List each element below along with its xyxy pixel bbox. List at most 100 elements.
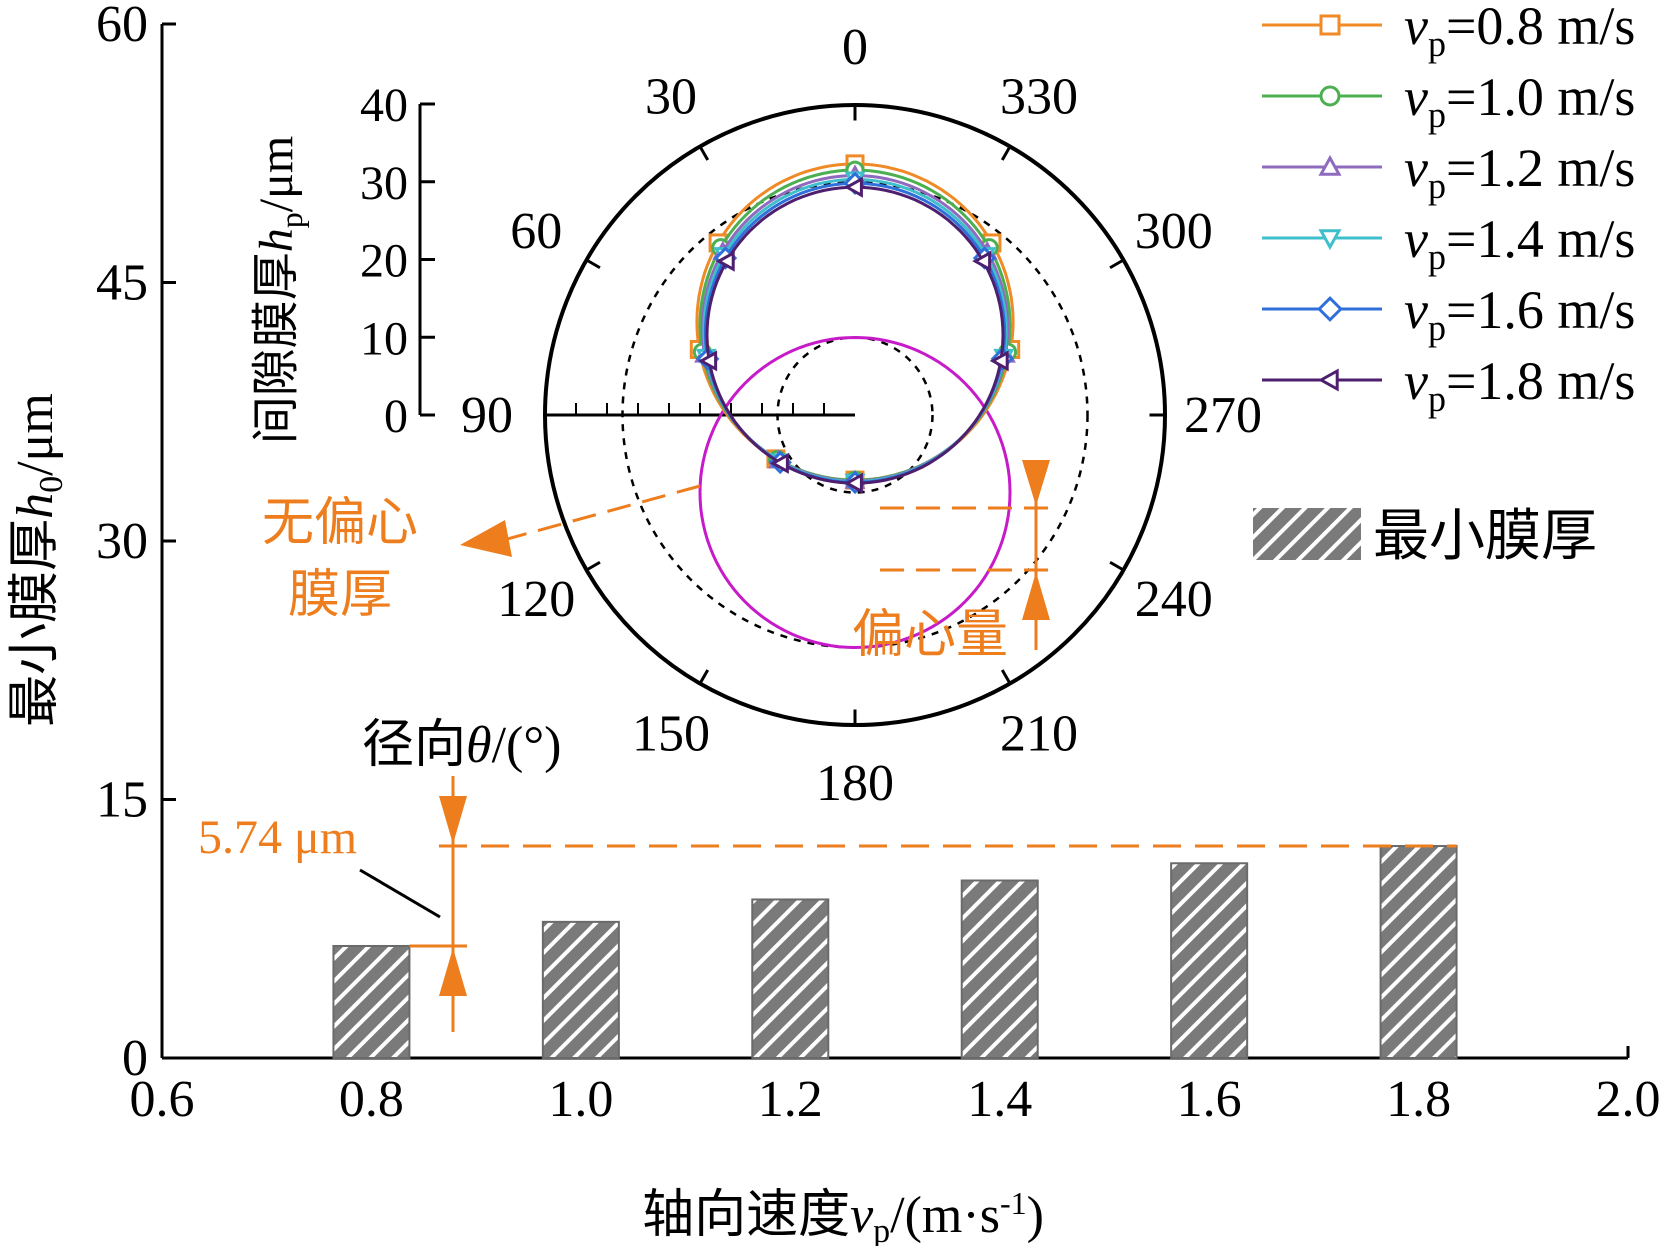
diff-arrow-bottom-head — [439, 947, 467, 996]
legend-label: vp=1.6 m/s — [1404, 280, 1635, 348]
bar-legend-swatch — [1253, 508, 1361, 560]
polar-theta-tick — [698, 145, 710, 161]
polar-theta-label: 330 — [1000, 68, 1078, 125]
series-marker — [715, 250, 735, 272]
bar-difference-annotation — [359, 776, 1457, 1032]
series-line — [700, 173, 1010, 483]
y-tick-label: 45 — [96, 255, 148, 312]
no-eccentric-leader — [499, 484, 701, 543]
polar-theta-label: 210 — [1000, 706, 1078, 763]
series-marker — [769, 452, 789, 474]
legend-label-value: =1.8 m/s — [1446, 351, 1635, 411]
polar-theta-label: 60 — [510, 203, 562, 260]
annotation-eccentricity: 偏心量 — [852, 607, 1008, 664]
legend-label: vp=0.8 m/s — [1404, 0, 1635, 64]
y-tick-label: 30 — [96, 513, 148, 570]
polar-r-scale-label: 10 — [360, 312, 408, 365]
x-tick-label: 2.0 — [1596, 1071, 1661, 1128]
polar-r-axis-label: 间隙膜厚hp/μm — [250, 136, 309, 444]
legend-label: vp=1.2 m/s — [1404, 138, 1635, 206]
series-marker — [843, 472, 863, 494]
no-eccentric-circle — [698, 335, 1012, 650]
bar — [960, 879, 1039, 1059]
polar-theta-label: 0 — [842, 19, 868, 76]
legend-label-var: v — [1404, 280, 1428, 340]
series-marker — [1318, 229, 1342, 251]
legend-label-sub: p — [1428, 308, 1446, 348]
polar-r-scale-label: 0 — [384, 390, 408, 443]
polar-theta-label: 180 — [816, 755, 894, 812]
polar-theta-tick — [1109, 258, 1125, 270]
legend-label-sub: p — [1428, 24, 1446, 64]
polar-theta-axis-label: 径向θ/(°) — [362, 717, 561, 774]
x-tick-label: 0.6 — [130, 1071, 195, 1128]
legend-label-sub: p — [1428, 237, 1446, 277]
bar-legend-label: 最小膜厚 — [1373, 506, 1597, 568]
polar-theta-label: 90 — [461, 387, 513, 444]
x-tick-label: 1.2 — [758, 1071, 823, 1128]
series-legend: vp=0.8 m/svp=1.0 m/svp=1.2 m/svp=1.4 m/s… — [1262, 0, 1635, 419]
series-marker — [1319, 14, 1341, 36]
legend-label-var: v — [1404, 0, 1428, 56]
series-marker — [972, 250, 992, 272]
series-line — [705, 185, 1005, 485]
annotation-no-eccentric-line1: 无偏心 — [262, 495, 418, 552]
series-marker — [843, 176, 863, 198]
polar-inset: 0 30 60 90 120 150 180 210 240 270 300 330 0 10 20 30 40 — [360, 19, 1262, 812]
y-tick-label: 15 — [96, 772, 148, 829]
legend-label-value: =1.6 m/s — [1446, 280, 1635, 340]
x-tick-label: 1.8 — [1386, 1071, 1451, 1128]
polar-theta-label: 240 — [1135, 571, 1213, 628]
legend-label: vp=1.0 m/s — [1404, 67, 1635, 135]
x-tick-label: 0.8 — [339, 1071, 404, 1128]
polar-theta-label: 30 — [645, 68, 697, 125]
bar — [1379, 845, 1458, 1060]
legend-label-sub: p — [1428, 166, 1446, 206]
legend-label-var: v — [1404, 67, 1428, 127]
bar — [1170, 862, 1249, 1059]
polar-r-scale-label: 30 — [360, 157, 408, 210]
eccentric-arrow-bottom — [1022, 572, 1050, 620]
polar-theta-tick — [1000, 145, 1012, 161]
diff-label-leader — [359, 868, 441, 919]
bar — [751, 898, 830, 1059]
annotation-no-eccentric-line2: 膜厚 — [288, 567, 392, 624]
legend-label-value: =1.2 m/s — [1446, 138, 1635, 198]
legend-label-value: =0.8 m/s — [1446, 0, 1635, 56]
y-tick-label: 60 — [96, 0, 148, 53]
polar-theta-label: 270 — [1184, 387, 1262, 444]
eccentric-arrow-top — [1022, 460, 1050, 506]
bar — [332, 944, 411, 1060]
series-marker — [698, 350, 718, 372]
series-marker — [1317, 368, 1339, 392]
polar-theta-tick — [698, 669, 710, 685]
legend-label: vp=1.4 m/s — [1404, 209, 1635, 277]
series-marker — [1318, 154, 1342, 176]
series-marker — [1319, 85, 1341, 107]
series-marker — [1317, 296, 1343, 322]
polar-theta-label: 300 — [1135, 203, 1213, 260]
polar-r-scale-label: 20 — [360, 235, 408, 288]
polar-theta-label: 120 — [497, 571, 575, 628]
bar — [541, 920, 620, 1060]
annotation-difference-label: 5.74 μm — [198, 811, 357, 864]
y-tick-label: 0 — [122, 1030, 148, 1087]
legend-label-var: v — [1404, 351, 1428, 411]
x-tick-label: 1.6 — [1177, 1071, 1242, 1128]
legend-label-sub: p — [1428, 95, 1446, 135]
legend-label-var: v — [1404, 209, 1428, 269]
legend-label-sub: p — [1428, 379, 1446, 419]
diff-arrow-top-head — [439, 796, 467, 845]
legend-label-value: =1.0 m/s — [1446, 67, 1635, 127]
legend-label-value: =1.4 m/s — [1446, 209, 1635, 269]
y-axis-title: 最小膜厚h0/μm — [7, 393, 70, 727]
polar-theta-tick — [1000, 669, 1012, 685]
legend-label-var: v — [1404, 138, 1428, 198]
polar-theta-label: 150 — [632, 706, 710, 763]
series-marker — [989, 350, 1009, 372]
legend-label: vp=1.8 m/s — [1404, 351, 1635, 419]
bars — [332, 845, 1458, 1060]
polar-theta-tick — [585, 560, 601, 572]
y-axis-ticks: 0 15 30 45 60 — [96, 0, 176, 1087]
